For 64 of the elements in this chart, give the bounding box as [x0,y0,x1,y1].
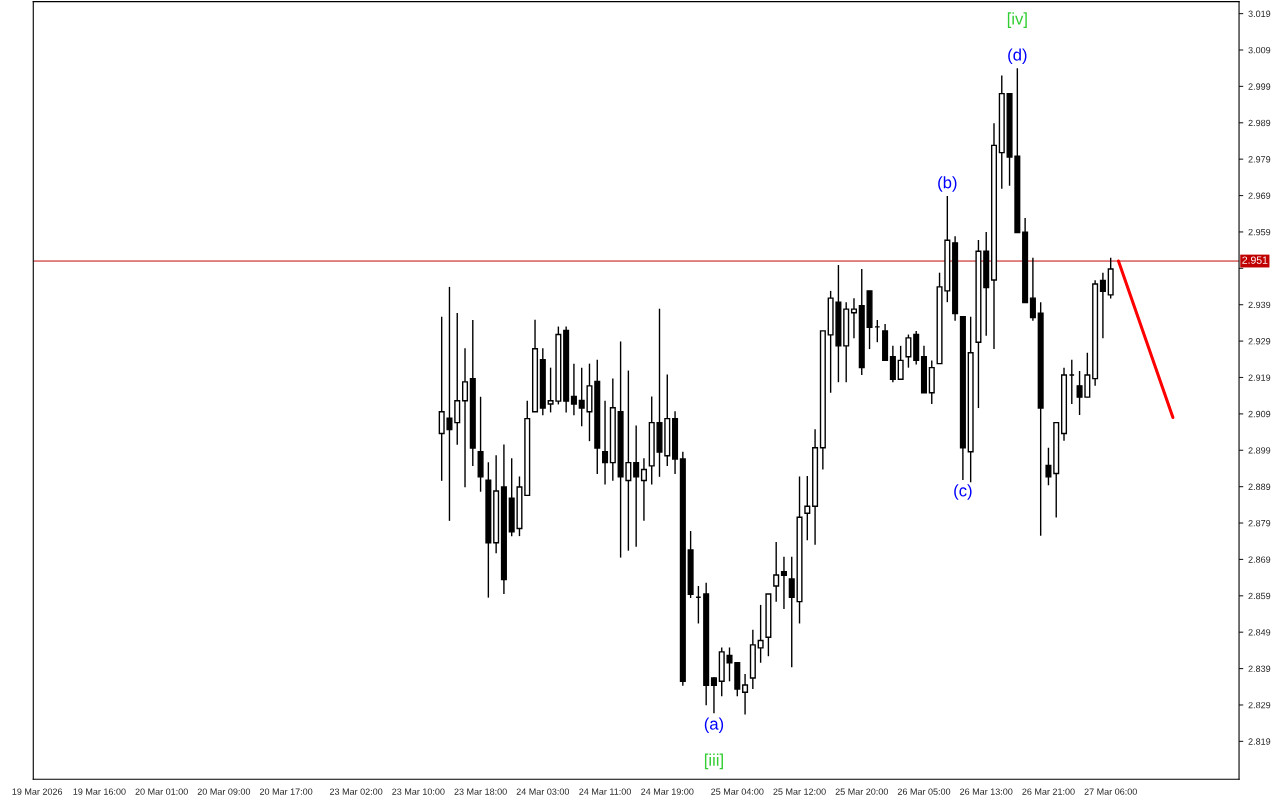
annotation: (c) [954,484,972,500]
candlestick [640,457,647,522]
x-tick-label: 26 Mar 21:00 [1022,788,1075,795]
candlestick [602,400,609,486]
candlestick [757,604,764,664]
annotation: [iv] [1007,12,1027,28]
x-tick-label: 25 Mar 20:00 [835,788,888,795]
x-tick-label: 23 Mar 18:00 [454,788,507,795]
x-tick-label: 24 Mar 19:00 [641,788,694,795]
x-tick-label: 26 Mar 13:00 [960,788,1013,795]
y-tick-label: 2.959 [1248,228,1271,236]
x-tick-label: 26 Mar 05:00 [897,788,951,795]
y-tick-label: 2.879 [1248,520,1271,527]
y-tick-label: 3.009 [1248,46,1271,54]
y-tick-label: 2.839 [1248,665,1271,672]
y-tick-label: 2.909 [1248,410,1271,418]
y-tick-label: 2.859 [1248,592,1271,600]
annotation: [iii] [704,753,723,770]
y-tick-label: 2.999 [1248,83,1271,90]
candlestick [710,676,717,715]
x-tick-label: 19 Mar 2026 [12,788,63,795]
y-tick-label: 2.969 [1248,192,1271,199]
x-tick-label: 24 Mar 11:00 [579,788,631,795]
candlestick [461,347,469,489]
x-tick-label: 23 Mar 02:00 [329,788,383,795]
candlestick [1099,271,1106,339]
candlestick [773,541,780,603]
candlestick [454,312,461,446]
y-tick-label: 2.939 [1248,301,1271,309]
x-tick-label: 23 Mar 10:00 [392,788,445,795]
annotation: (b) [938,176,957,192]
y-tick-label: 2.869 [1248,556,1271,563]
y-tick-label: 2.829 [1248,701,1271,709]
x-tick-label: 27 Mar 06:00 [1084,788,1137,795]
candlestick [897,345,904,380]
candlestick [850,297,858,339]
y-tick-label: 2.899 [1248,447,1271,454]
candlestick [570,362,577,417]
ref-line-label: 2.951 [1242,256,1268,264]
candlestick [633,424,640,548]
candlestick [742,673,749,716]
annotation: (d) [1008,48,1027,65]
y-tick-label: 2.989 [1248,119,1271,127]
x-tick-label: 20 Mar 17:00 [259,788,313,795]
y-tick-label: 2.849 [1248,629,1271,636]
y-tick-label: 2.819 [1248,738,1271,745]
x-tick-label: 25 Mar 12:00 [773,788,826,795]
candlestick [1029,257,1036,322]
y-tick-label: 2.979 [1248,156,1271,163]
y-tick-label: 3.019 [1248,10,1271,17]
x-tick-label: 24 Mar 03:00 [516,788,570,795]
candlestick [1045,447,1052,486]
candlestick [905,333,912,369]
y-tick-label: 2.919 [1248,374,1271,381]
candlestick [804,475,811,541]
candlestick [889,345,896,383]
x-tick-label: 20 Mar 01:00 [135,788,188,795]
candlestick [780,556,787,610]
x-tick-label: 20 Mar 09:00 [197,788,251,795]
annotation: (a) [704,717,724,734]
x-tick-label: 25 Mar 04:00 [711,788,764,795]
y-tick-label: 2.929 [1248,338,1271,345]
y-tick-label: 2.889 [1248,483,1271,490]
x-tick-label: 19 Mar 16:00 [73,788,126,795]
